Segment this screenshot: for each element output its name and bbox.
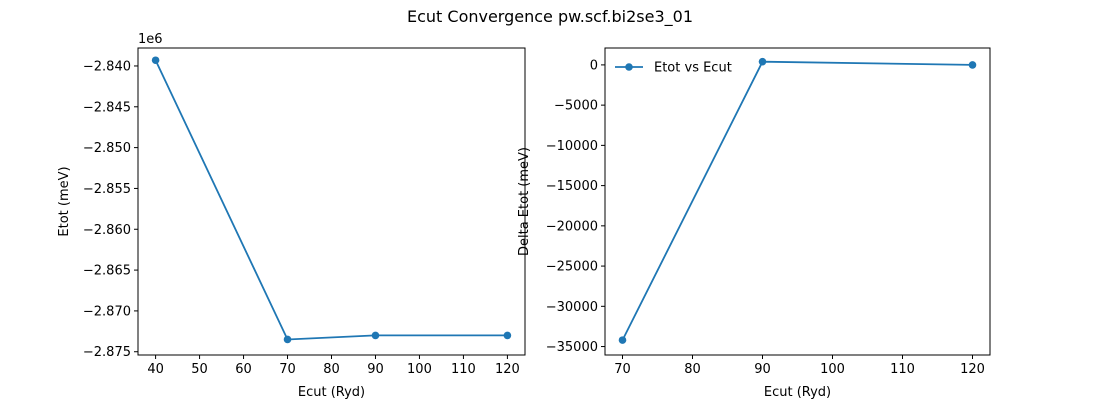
figure-title: Ecut Convergence pw.scf.bi2se3_01 (407, 7, 693, 27)
x-axis-label: Ecut (Ryd) (298, 385, 365, 400)
y-tick-label: −2.845 (83, 100, 131, 115)
y-tick-label: −35000 (546, 340, 598, 355)
x-tick-label: 90 (754, 362, 771, 377)
y-axis-label: Etot (meV) (57, 166, 72, 236)
y-tick-label: −2.865 (83, 264, 131, 279)
y-tick-label: −30000 (546, 300, 598, 315)
x-tick-label: 50 (191, 362, 208, 377)
x-tick-label: 90 (367, 362, 384, 377)
left-axes: 40 50 60 70 80 90 100 110 120 −2.840 −2.845 −2.850 −… (57, 32, 526, 400)
data-point (283, 335, 292, 344)
y-tick-label: −2.860 (83, 223, 131, 238)
x-tick-label: 60 (235, 362, 252, 377)
y-tick-label: −2.855 (83, 182, 131, 197)
y-tick-label: −2.840 (83, 59, 131, 74)
y-tick-label: −2.875 (83, 345, 131, 360)
x-tick-label: 120 (960, 362, 985, 377)
x-axis-label: Ecut (Ryd) (764, 385, 831, 400)
x-tick-label: 100 (820, 362, 845, 377)
right-axes: 70 80 90 100 110 120 0 −5000 −10000 −15000 −20000 −… (517, 47, 991, 400)
data-point (618, 336, 627, 344)
x-tick-label: 80 (684, 362, 701, 377)
x-tick-label: 110 (451, 362, 476, 377)
y-tick-label: −25000 (546, 260, 598, 275)
series-line (154, 59, 508, 341)
y-offset-text: 1e6 (138, 32, 163, 47)
y-tick-label: −20000 (546, 219, 598, 234)
data-point (151, 56, 160, 65)
x-tick-label: 70 (279, 362, 296, 377)
data-point (371, 331, 380, 340)
data-point (968, 61, 977, 69)
legend-marker (625, 63, 633, 71)
x-tick-label: 100 (407, 362, 432, 377)
x-tick-label: 40 (147, 362, 164, 377)
data-point (503, 331, 512, 340)
y-tick-label: −15000 (546, 179, 598, 194)
plot-frame (604, 47, 991, 356)
x-tick-label: 70 (614, 362, 631, 377)
y-tick-label: −2.870 (83, 304, 131, 319)
y-tick-label: −10000 (546, 139, 598, 154)
y-tick-label: 0 (590, 58, 598, 73)
legend-label: Etot vs Ecut (654, 61, 732, 76)
x-tick-label: 80 (323, 362, 340, 377)
data-point (758, 57, 767, 66)
y-tick-label: −2.850 (83, 141, 131, 156)
x-tick-label: 120 (495, 362, 520, 377)
y-tick-label: −5000 (554, 99, 598, 114)
x-tick-label: 110 (890, 362, 915, 377)
y-axis-label: Delta Etot (meV) (517, 147, 532, 256)
